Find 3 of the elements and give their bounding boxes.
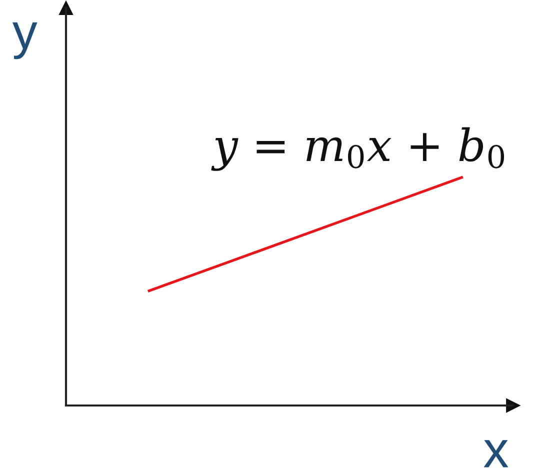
x-axis-title: x [484,440,508,468]
y-axis-title: y [12,22,38,60]
series-label: y = m$_{0}$x + b$_{0}$ [211,127,504,171]
